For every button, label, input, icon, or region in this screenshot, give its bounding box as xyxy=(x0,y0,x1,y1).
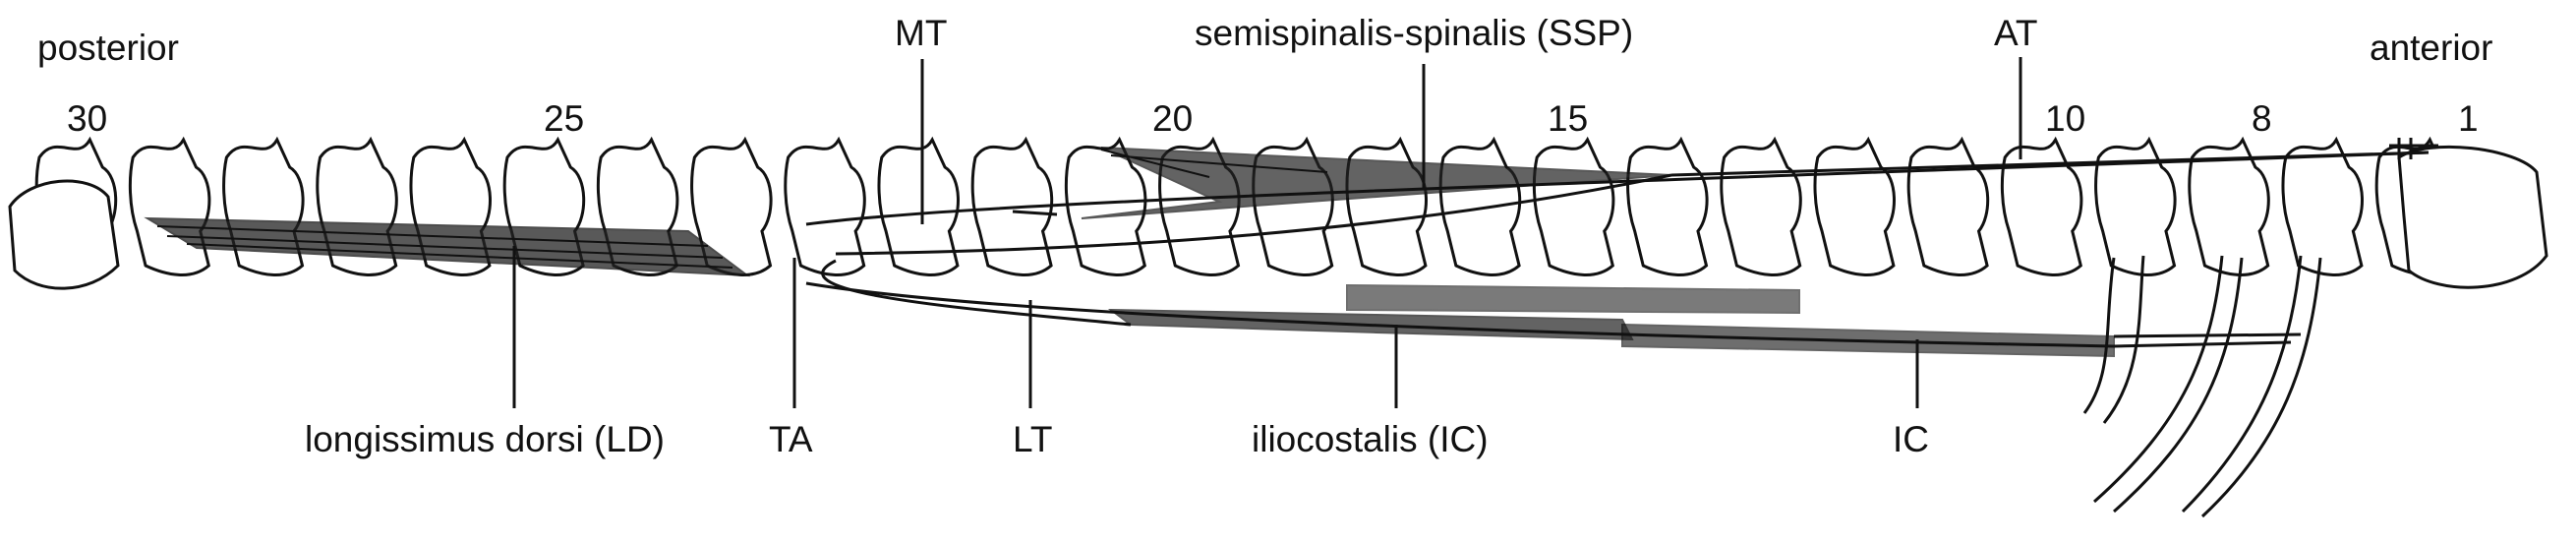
vertebra-number-1: 1 xyxy=(2458,98,2479,139)
label-ta: TA xyxy=(769,419,813,459)
label-at: AT xyxy=(1994,13,2038,53)
vertebra xyxy=(2281,136,2364,276)
semispinalis-spinalis-muscle xyxy=(1081,147,1672,219)
vertebra xyxy=(1532,136,1615,276)
vertebra-cap xyxy=(8,179,120,290)
vertebra xyxy=(877,136,960,276)
pointer-lines xyxy=(512,57,2022,408)
vertebra-number-25: 25 xyxy=(544,98,585,139)
vertebra xyxy=(2094,136,2177,276)
vertebra-number-20: 20 xyxy=(1152,98,1194,139)
tendon-lines xyxy=(805,138,2438,348)
vertebra-number-30: 30 xyxy=(67,98,108,139)
label-ssp: semispinalis-spinalis (SSP) xyxy=(1195,13,1634,53)
label-mt: MT xyxy=(895,13,948,53)
anterior-label: anterior xyxy=(2370,28,2493,68)
vertebra xyxy=(690,136,773,276)
vertebra xyxy=(1813,136,1896,276)
label-lt: LT xyxy=(1013,419,1053,459)
label-longissimus-dorsi: longissimus dorsi (LD) xyxy=(305,419,665,459)
vertebra xyxy=(1906,136,1990,276)
vertebra xyxy=(2188,136,2270,276)
vertebra xyxy=(1720,136,1802,276)
label-ic: IC xyxy=(1893,419,1929,459)
vertebra xyxy=(2000,136,2083,276)
ribs xyxy=(2082,255,2322,518)
vertebra-number-15: 15 xyxy=(1548,98,1589,139)
vertebra xyxy=(1626,136,1709,276)
posterior-label: posterior xyxy=(37,28,179,68)
vertebra xyxy=(128,136,211,276)
vertebra-number-8: 8 xyxy=(2252,98,2272,139)
vertebra-number-10: 10 xyxy=(2045,98,2086,139)
vertebra xyxy=(222,136,305,276)
vertebra xyxy=(784,136,866,276)
label-iliocostalis: iliocostalis (IC) xyxy=(1252,419,1489,459)
longissimus-dorsi-muscle xyxy=(144,216,751,277)
vertebra-cap xyxy=(2397,145,2548,289)
